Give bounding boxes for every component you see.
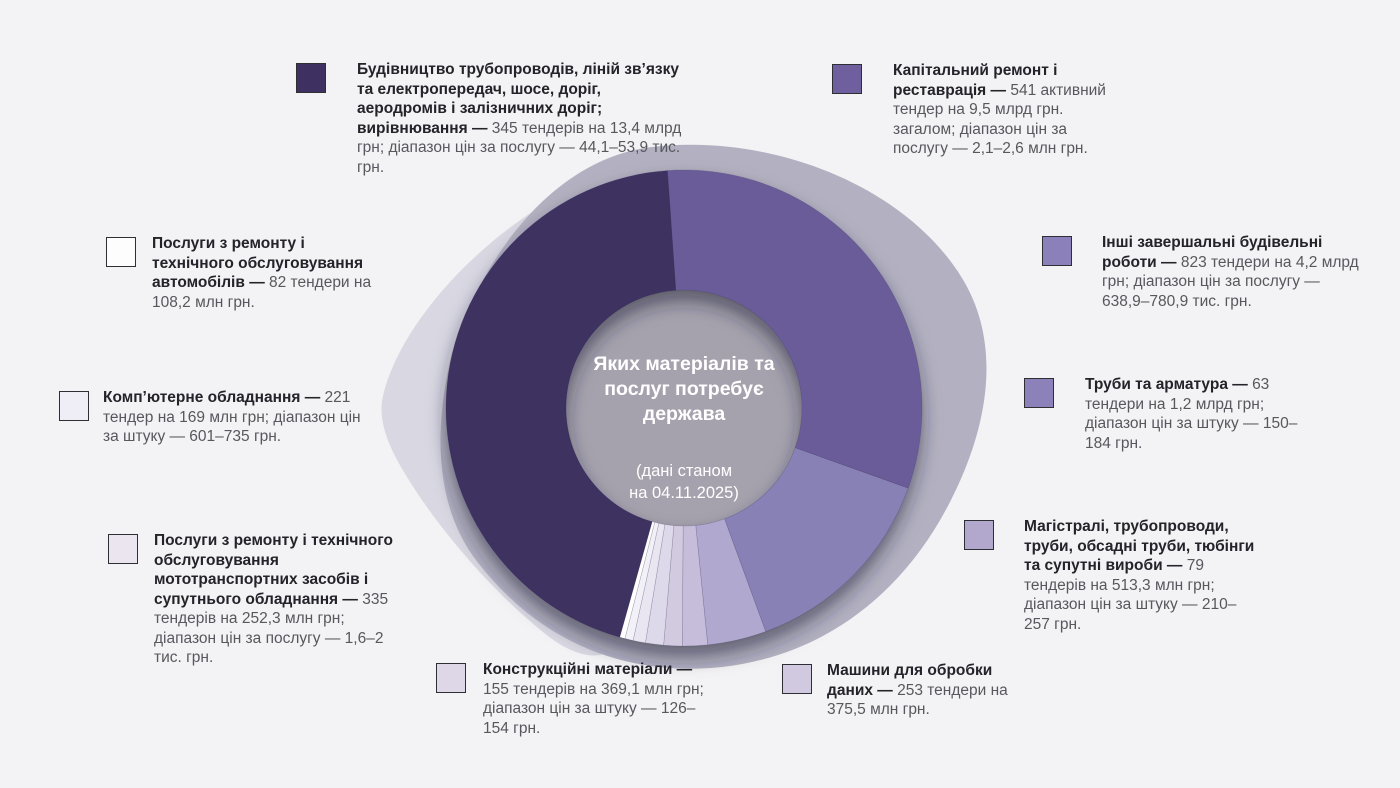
legend-item-avto: Послуги з ремонту і технічного обслугову… [106,235,387,312]
legend-item-truby: Труби та арматура — 63 тендери на 1,2 мл… [1024,376,1300,453]
legend-swatch-kompiuterne [59,391,89,421]
legend-text-truby: Труби та арматура — 63 тендери на 1,2 мл… [1085,376,1298,452]
donut-slice-budivnytstvo [445,170,677,638]
legend-swatch-konstruktsiini [436,663,466,693]
legend-item-mashyny: Машини для обробки даних — 253 тендери н… [782,662,1032,720]
legend-text-konstruktsiini: Конструкційні матеріали — 155 тендерів н… [483,661,704,737]
legend-swatch-inshi [1042,236,1072,266]
legend-swatch-budivnytstvo [296,63,326,93]
legend-text-mahistrali: Магістралі, трубопроводи, труби, обсадні… [1024,518,1255,633]
legend-item-mahistrali: Магістралі, трубопроводи, труби, обсадні… [964,518,1262,634]
legend-swatch-avto [106,237,136,267]
legend-text-inshi: Інші завершальні будівельні роботи — 823… [1102,234,1359,310]
legend-item-inshi: Інші завершальні будівельні роботи — 823… [1042,234,1360,311]
legend-text-moto: Послуги з ремонту і технічного обслугову… [154,532,393,666]
legend-text-mashyny: Машини для обробки даних — 253 тендери н… [827,662,1008,718]
legend-text-budivnytstvo: Будівництво трубопроводів, ліній зв’язку… [357,61,682,176]
donut-slices [445,169,923,647]
legend-swatch-kapremont [832,64,862,94]
legend-swatch-mahistrali [964,520,994,550]
legend-swatch-moto [108,534,138,564]
legend-text-avto: Послуги з ремонту і технічного обслугову… [152,235,372,311]
legend-swatch-truby [1024,378,1054,408]
legend-item-kapremont: Капітальний ремонт і реставрація — 541 а… [832,62,1111,159]
donut-center-circle [564,288,804,528]
legend-swatch-mashyny [782,664,812,694]
donut-slice-inshi [724,447,909,632]
legend-item-moto: Послуги з ремонту і технічного обслугову… [108,532,402,668]
legend-item-konstruktsiini: Конструкційні матеріали — 155 тендерів н… [436,661,711,738]
legend-item-kompiuterne: Комп’ютерне обладнання — 221 тендер на 1… [59,389,365,447]
legend-item-budivnytstvo: Будівництво трубопроводів, ліній зв’язку… [296,61,689,177]
donut-slice-kapremont [667,169,923,489]
legend-text-kompiuterne: Комп’ютерне обладнання — 221 тендер на 1… [103,389,361,445]
legend-text-kapremont: Капітальний ремонт і реставрація — 541 а… [893,62,1106,157]
